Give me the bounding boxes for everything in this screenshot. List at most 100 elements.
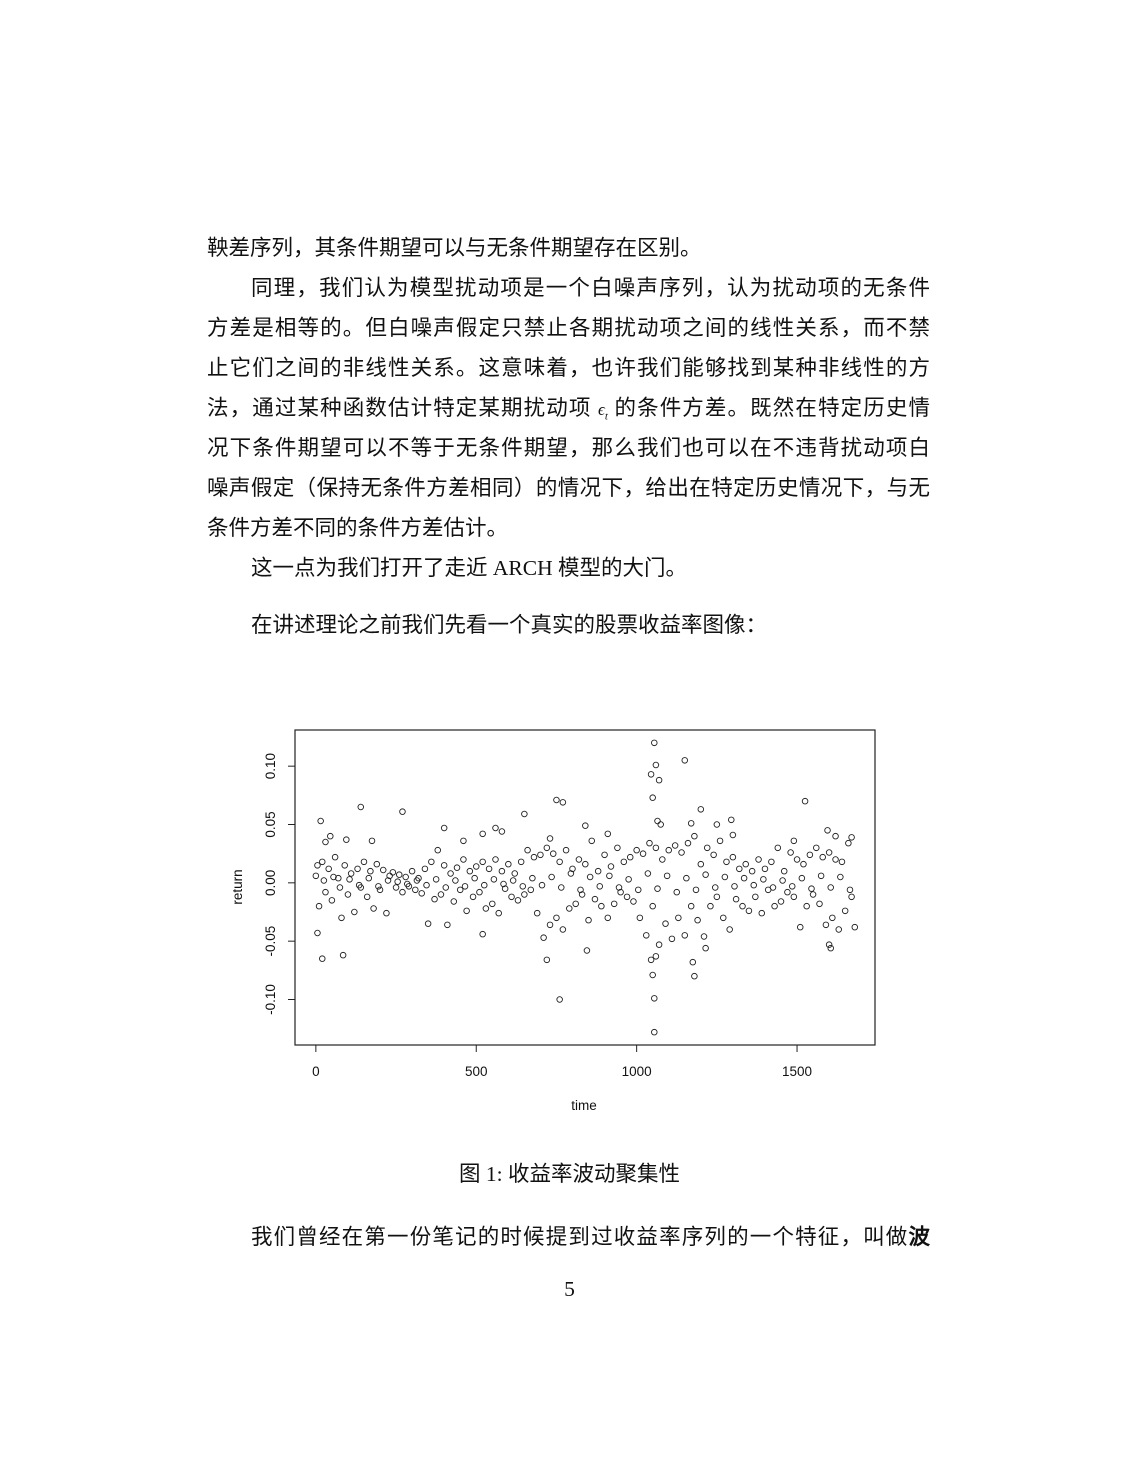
data-point [687, 902, 695, 910]
data-point [652, 844, 660, 852]
data-point [508, 893, 515, 901]
data-point [630, 898, 637, 905]
data-point [668, 935, 676, 943]
data-point [824, 827, 831, 834]
data-point [651, 1028, 658, 1036]
body-line-6: 况下条件期望可以不等于无条件期望，那么我们也可以在不违背扰动项白 [207, 436, 930, 460]
data-point [846, 886, 854, 894]
data-point [347, 870, 355, 877]
data-point [827, 884, 834, 891]
data-point [392, 884, 400, 891]
data-point [577, 886, 584, 894]
data-point [716, 837, 724, 845]
data-point [594, 867, 602, 875]
data-point [466, 867, 474, 875]
body-line-9: 这一点为我们打开了走近 ARCH 模型的大门。 [251, 556, 687, 580]
data-point [787, 849, 794, 856]
data-point [389, 869, 397, 876]
data-point [440, 862, 448, 869]
data-point [479, 930, 486, 938]
data-point [582, 822, 589, 829]
data-point [665, 846, 672, 854]
data-point [784, 888, 791, 896]
data-point [838, 858, 846, 866]
data-point [330, 873, 337, 881]
data-point [681, 932, 689, 939]
data-point [376, 886, 384, 894]
data-point [567, 870, 575, 877]
data-point [761, 865, 769, 873]
data-point [529, 874, 536, 882]
data-point [694, 916, 701, 924]
data-point [543, 844, 551, 852]
data-point [481, 881, 488, 889]
data-point [489, 900, 496, 908]
data-point [742, 860, 749, 868]
data-point [832, 832, 839, 840]
data-point [745, 907, 753, 915]
data-point [822, 921, 830, 929]
data-point [322, 888, 329, 896]
data-point [740, 874, 748, 882]
data-point [662, 920, 669, 927]
body-line-1: 鞅差序列，其条件期望可以与无条件期望存在区别。 [207, 236, 702, 260]
data-point [327, 832, 334, 840]
data-point [485, 865, 493, 873]
body-line-3: 方差是相等的。但白噪声假定只禁止各期扰动项之间的线性关系，而不禁 [207, 316, 930, 340]
data-point [432, 876, 440, 883]
data-point [723, 858, 730, 866]
data-point [604, 830, 612, 838]
data-point [591, 895, 599, 903]
data-point [355, 881, 363, 889]
data-point [758, 909, 766, 917]
data-point [649, 794, 656, 801]
data-point [447, 870, 454, 877]
data-point [691, 972, 698, 980]
data-point [586, 873, 594, 881]
data-point [314, 862, 321, 869]
data-point [394, 878, 401, 885]
data-point [848, 893, 855, 901]
data-point [413, 877, 421, 884]
data-point [817, 872, 825, 880]
data-point [687, 820, 695, 827]
data-point [341, 862, 348, 869]
data-point [479, 858, 486, 866]
data-point [524, 846, 531, 854]
data-point [343, 836, 350, 843]
data-point [683, 874, 690, 882]
data-point [678, 849, 685, 856]
data-point [533, 909, 541, 917]
data-point [607, 863, 615, 870]
data-point [442, 884, 450, 891]
data-point [423, 881, 430, 889]
data-point [384, 877, 392, 884]
data-point [501, 885, 509, 892]
data-point [559, 926, 567, 933]
data-point [317, 817, 324, 825]
data-point [386, 872, 393, 880]
data-point [517, 858, 525, 866]
data-point [692, 886, 700, 894]
data-point [370, 905, 377, 912]
data-point [610, 900, 618, 908]
data-point [453, 864, 461, 871]
data-point [639, 850, 647, 857]
data-point [675, 914, 682, 922]
data-point [837, 873, 844, 881]
data-point [519, 883, 527, 890]
data-point [601, 851, 608, 859]
data-point [546, 835, 554, 842]
data-point [562, 846, 570, 854]
y-tick-label: 0.10 [263, 753, 278, 779]
data-point [731, 883, 738, 890]
epsilon-t-symbol: ϵt [598, 400, 608, 422]
data-point [396, 871, 403, 878]
data-point [657, 821, 664, 828]
body-line-11: 我们曾经在第一份笔记的时候提到过收益率序列的一个特征，叫做波 [251, 1223, 930, 1251]
data-point [540, 934, 547, 941]
body-line-7: 噪声假定（保持无条件方差相同）的情况下，给出在特定历史情况下，与无 [207, 476, 930, 500]
data-point [373, 860, 381, 868]
data-point [556, 996, 563, 1003]
x-tick-label: 1000 [622, 1064, 652, 1079]
